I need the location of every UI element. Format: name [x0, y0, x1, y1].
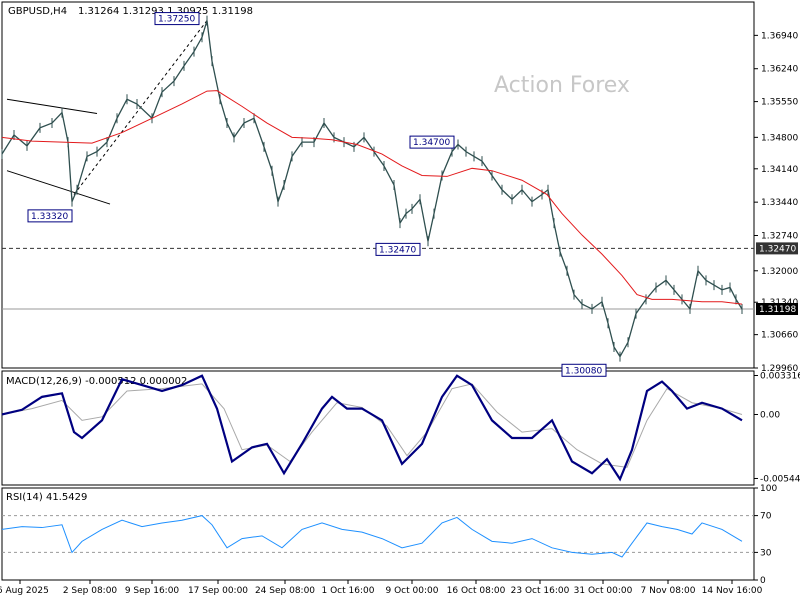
price-y-tick-label: 1.36240	[761, 65, 798, 75]
price-y-tick-label: 1.32000	[761, 267, 798, 277]
annotation-box	[375, 242, 421, 256]
x-tick-label: 23 Oct 16:00	[511, 586, 570, 596]
macd-y-tick-label: -0.005445	[760, 474, 800, 484]
moving-average-line	[1, 90, 743, 305]
annotation-label: 1.34700	[413, 138, 450, 148]
rsi-y-tick-label: 70	[760, 512, 772, 522]
macd-y-tick-label: 0.003316	[760, 372, 800, 382]
x-tick-label: 26 Aug 2025	[0, 586, 49, 596]
x-tick-label: 9 Oct 00:00	[386, 586, 439, 596]
rsi-y-tick-label: 100	[760, 484, 777, 494]
annotation-box	[27, 209, 73, 223]
header-symbol: GBPUSD,H4	[8, 6, 67, 17]
price-y-tick-label: 1.33440	[761, 198, 798, 208]
price-panel[interactable]	[1, 1, 755, 369]
level-label: 1.32470	[759, 244, 796, 254]
rsi-y-tick-label: 0	[760, 576, 766, 586]
annotation-label: 1.30080	[565, 366, 602, 376]
price-y-tick-label: 1.36940	[761, 31, 798, 41]
x-tick-label: 24 Sep 08:00	[255, 586, 315, 596]
x-tick-label: 17 Sep 00:00	[188, 586, 248, 596]
signal-line	[1, 383, 743, 468]
price-layer: 1.37250 1.33320 1.32470 1.34700 1.30080	[1, 12, 754, 377]
x-tick-label: 31 Oct 00:00	[574, 586, 633, 596]
annotation-box	[561, 363, 607, 377]
axis-layer: 1.36940 1.36240 1.35550 1.34800 1.34140 1.334…	[0, 31, 800, 596]
x-tick-label: 2 Sep 08:00	[63, 586, 118, 596]
annotation-label: 1.32470	[379, 245, 416, 255]
watermark: Action Forex	[494, 73, 630, 98]
header-ohlc: 1.31264 1.31293 1.30925 1.31198	[78, 6, 253, 17]
annotation-label: 1.37250	[158, 15, 195, 25]
annotation-box	[409, 135, 455, 149]
level-label-bg	[756, 303, 798, 316]
price-y-tick-label: 1.35550	[761, 98, 798, 108]
channel-line	[6, 170, 111, 205]
annotation-label: 1.33320	[31, 212, 68, 222]
macd-title: MACD(12,26,9) -0.000512 0.000002	[6, 376, 187, 387]
x-tick-label: 14 Nov 16:00	[702, 586, 763, 596]
price-y-tick-label: 1.29960	[761, 364, 798, 374]
macd-layer	[1, 374, 743, 482]
x-tick-label: 16 Oct 08:00	[447, 586, 506, 596]
rsi-y-tick-label: 30	[760, 548, 772, 558]
price-y-tick-label: 1.34140	[761, 165, 798, 175]
price-y-tick-label: 1.30660	[761, 331, 798, 341]
price-y-tick-label: 1.32740	[761, 232, 798, 242]
annotation-box	[154, 12, 200, 26]
level-label: 1.31198	[759, 305, 796, 315]
rsi-title: RSI(14) 41.5429	[6, 492, 87, 503]
x-tick-label: 1 Oct 16:00	[322, 586, 375, 596]
rsi-line	[1, 515, 743, 558]
macd-line	[1, 374, 743, 482]
rsi-panel[interactable]	[1, 487, 755, 581]
price-y-tick-label: 1.34800	[761, 133, 798, 143]
level-label-bg	[756, 242, 798, 255]
x-tick-label: 7 Nov 08:00	[641, 586, 696, 596]
x-tick-label: 9 Sep 16:00	[125, 586, 180, 596]
macd-panel[interactable]	[1, 370, 755, 486]
channel-line	[6, 98, 98, 115]
macd-y-tick-label: 0.00	[760, 410, 780, 420]
rsi-layer	[1, 515, 754, 558]
